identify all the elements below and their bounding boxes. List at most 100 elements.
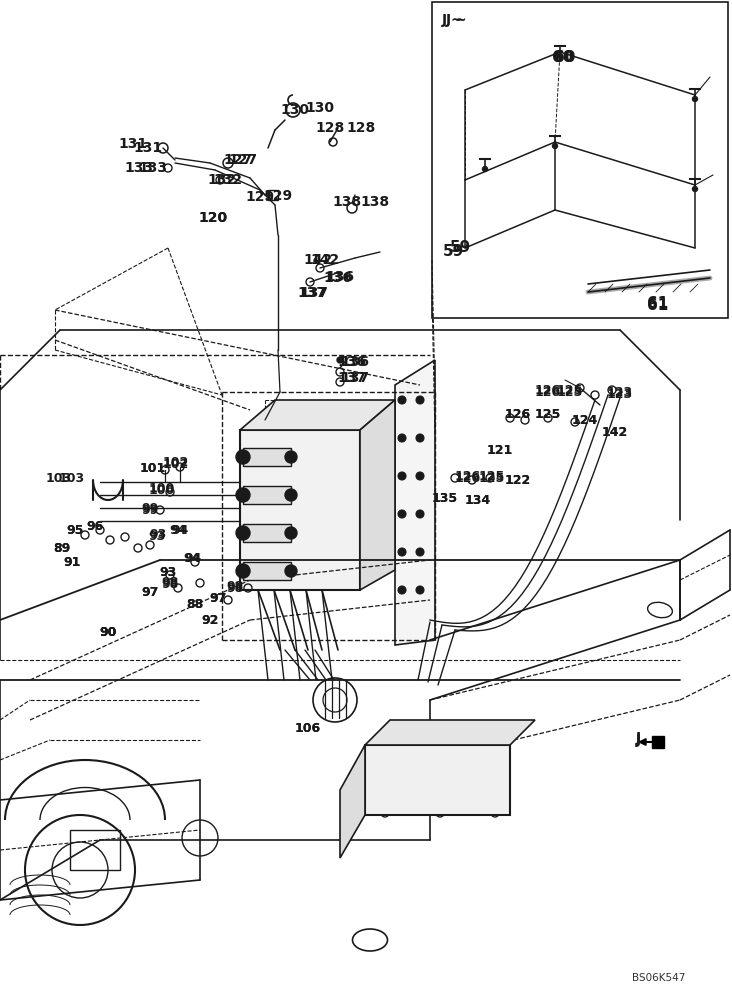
Circle shape [416,510,424,518]
Text: 122: 122 [505,474,531,487]
Text: 122: 122 [505,474,531,487]
Circle shape [692,97,698,102]
Text: 126: 126 [505,408,531,422]
Text: 94: 94 [183,552,201,564]
Text: 102: 102 [163,458,189,472]
Text: 136: 136 [337,355,367,369]
Text: 127: 127 [228,153,258,167]
Text: 120: 120 [198,211,228,225]
Bar [268,190,278,200]
Text: 98: 98 [161,578,179,591]
Ellipse shape [285,565,297,577]
Bar [365,745,510,815]
Text: 137: 137 [297,286,326,300]
Text: 141: 141 [435,746,461,758]
Circle shape [416,472,424,480]
Circle shape [553,143,558,148]
Text: 106: 106 [295,722,321,734]
Text: 129: 129 [246,190,275,204]
Text: 126: 126 [505,408,531,422]
Text: 61: 61 [647,298,668,312]
Polygon shape [365,720,535,745]
Text: 126: 126 [535,385,561,398]
Text: 92: 92 [201,613,219,626]
Text: 101: 101 [140,462,166,475]
Text: 126: 126 [455,472,481,485]
Text: 89: 89 [53,542,70,554]
Text: 137: 137 [299,286,329,300]
Bar [70,830,120,870]
Circle shape [692,186,698,192]
Text: 135: 135 [432,491,458,504]
Circle shape [416,586,424,594]
Text: 125: 125 [535,408,561,422]
Text: 138: 138 [360,195,389,209]
Text: 125: 125 [557,385,583,398]
Text: 131: 131 [119,137,148,151]
Text: 132: 132 [214,173,242,187]
Text: 121: 121 [487,444,513,456]
Text: 59: 59 [442,244,463,259]
Text: 128: 128 [315,121,345,135]
Text: 102: 102 [163,456,189,468]
Text: 88: 88 [187,598,203,611]
Text: 120: 120 [198,211,228,225]
Text: J ~: J ~ [442,13,463,27]
Text: 94: 94 [169,524,187,536]
Text: 91: 91 [63,556,81,568]
Text: 90: 90 [100,626,116,640]
Bar [240,430,360,590]
Bar [243,486,291,504]
Polygon shape [340,745,365,858]
Text: 142: 142 [303,253,332,267]
Circle shape [416,396,424,404]
Ellipse shape [285,527,297,539]
Text: 60: 60 [553,50,574,66]
Text: 101: 101 [140,462,166,475]
Text: 93: 93 [149,528,167,542]
Text: 99: 99 [141,504,159,516]
Bar [243,562,291,580]
Circle shape [398,548,406,556]
Text: 141: 141 [435,746,461,758]
Ellipse shape [236,488,250,502]
Text: BS06K547: BS06K547 [632,973,685,983]
Text: 88: 88 [187,598,203,611]
Text: 137: 137 [337,371,367,385]
Text: 136: 136 [326,270,354,284]
Text: 98: 98 [226,580,244,593]
Circle shape [337,357,343,363]
Circle shape [398,472,406,480]
Text: 106: 106 [295,722,321,734]
Ellipse shape [285,451,297,463]
Text: 142: 142 [602,426,628,438]
Text: 91: 91 [63,556,81,568]
Text: 90: 90 [100,626,116,640]
Text: 93: 93 [160,566,176,578]
Text: 130: 130 [305,101,334,115]
Text: J: J [635,731,640,745]
Text: 121: 121 [487,444,513,456]
Text: 129: 129 [264,189,293,203]
Bar [432,2,728,318]
Text: 92: 92 [201,613,219,626]
Text: 126: 126 [535,383,561,396]
Text: 133: 133 [138,161,168,175]
Polygon shape [360,400,395,590]
Text: 100: 100 [149,484,175,496]
Circle shape [398,434,406,442]
Text: 95: 95 [67,524,83,536]
Text: 95: 95 [67,524,83,536]
Text: 97: 97 [209,591,227,604]
Text: 124: 124 [572,414,598,426]
Text: 90: 90 [100,626,116,640]
Text: 133: 133 [124,161,153,175]
Text: 131: 131 [133,141,163,155]
Text: 125: 125 [479,472,505,485]
Text: 97: 97 [141,585,159,598]
Circle shape [439,757,451,769]
Circle shape [404,757,416,769]
Ellipse shape [236,526,250,540]
Text: 142: 142 [602,426,628,438]
Text: 96: 96 [86,520,104,534]
